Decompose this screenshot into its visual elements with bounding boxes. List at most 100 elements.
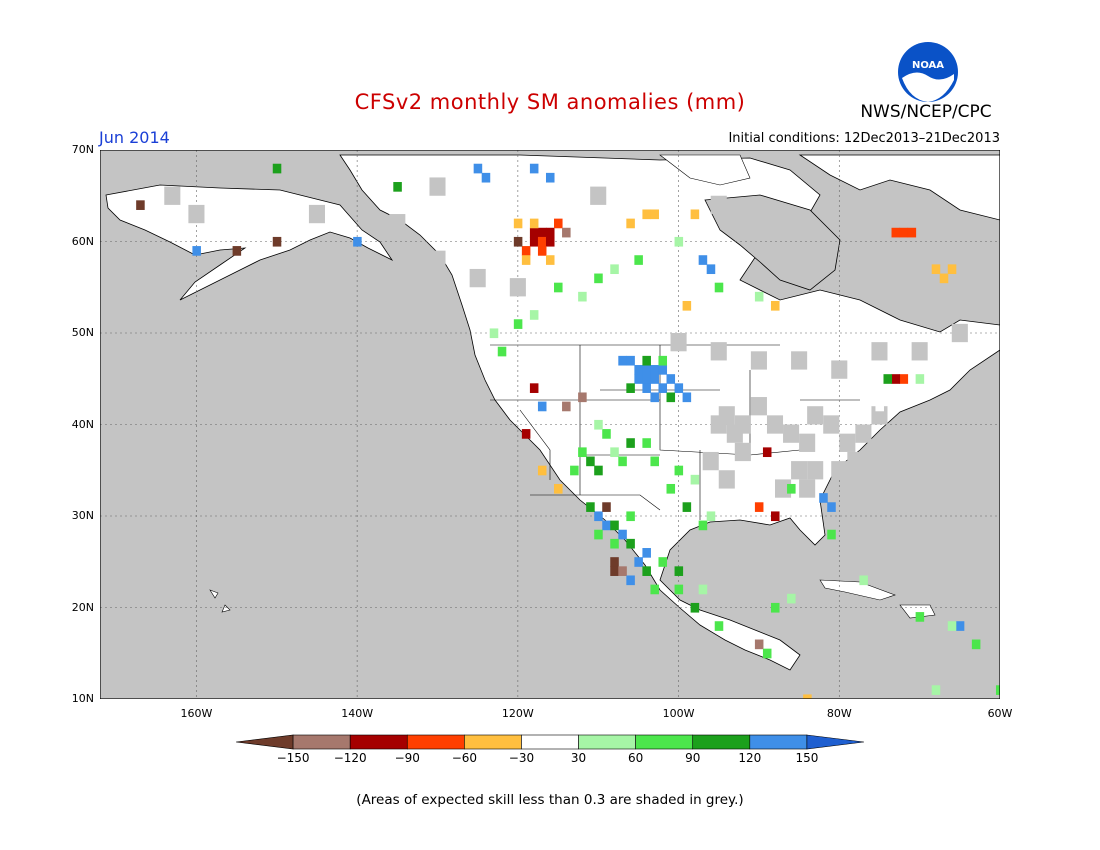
anomaly-cell (594, 273, 603, 284)
low-skill-cell (429, 177, 446, 196)
colorbar-box (464, 734, 522, 750)
anomaly-cell (714, 621, 724, 631)
anomaly-cell (481, 172, 491, 183)
anomaly-cell (650, 209, 659, 220)
anomaly-cell (586, 502, 595, 512)
anomaly-cell (915, 374, 925, 384)
anomaly-cell (682, 300, 692, 311)
anomaly-cell (537, 401, 547, 412)
anomaly-cell (578, 447, 587, 458)
anomaly-cell (650, 456, 659, 467)
low-skill-cell (670, 333, 687, 352)
anomaly-cell (353, 236, 362, 247)
anomaly-cell (698, 255, 708, 265)
colorbar-label: 90 (685, 751, 701, 765)
lon-tick-label: 160W (180, 707, 213, 720)
anomaly-cell (642, 438, 651, 448)
low-skill-cell (509, 278, 526, 297)
anomaly-cell (626, 575, 635, 586)
lat-tick-label: 40N (71, 417, 94, 431)
anomaly-map (100, 150, 1000, 699)
anomaly-cell (602, 520, 611, 531)
anomaly-cell (618, 529, 627, 540)
colorbar-min-arrow (236, 734, 294, 750)
anomaly-cell (545, 227, 555, 238)
anomaly-cell (626, 218, 635, 229)
anomaly-cell (891, 227, 901, 238)
anomaly-cell (521, 246, 531, 256)
colorbar-box (406, 734, 465, 750)
anomaly-cell (770, 300, 780, 311)
low-skill-cell (702, 451, 719, 471)
anomaly-cell (714, 282, 724, 293)
colorbar (236, 734, 864, 750)
anomaly-cell (232, 246, 242, 256)
anomaly-cell (875, 401, 884, 412)
anomaly-cell (947, 621, 957, 631)
low-skill-cell (550, 525, 567, 544)
anomaly-cell (626, 538, 635, 549)
anomaly-cell (618, 355, 627, 366)
colorbar-box (292, 734, 351, 750)
anomaly-cell (690, 474, 700, 485)
low-skill-cell (855, 424, 872, 443)
skill-footnote: (Areas of expected skill less than 0.3 a… (356, 792, 744, 808)
anomaly-cell (610, 557, 619, 567)
initial-conditions-label: Initial conditions: 12Dec2013–21Dec2013 (728, 131, 1000, 146)
low-skill-cell (791, 461, 808, 480)
low-skill-cell (911, 342, 928, 361)
anomaly-cell (497, 346, 507, 357)
anomaly-cell (521, 429, 531, 439)
anomaly-cell (650, 374, 659, 384)
colorbar-label: −120 (333, 751, 367, 765)
low-skill-cell (783, 424, 800, 443)
anomaly-cell (537, 227, 547, 238)
anomaly-cell (754, 291, 764, 302)
anomaly-cell (698, 584, 708, 595)
low-skill-cell (847, 278, 864, 297)
low-skill-cell (791, 250, 808, 269)
anomaly-cell (521, 255, 531, 265)
anomaly-cell (642, 355, 651, 366)
arctic-islands (659, 154, 751, 186)
anomaly-cell (594, 529, 603, 540)
colorbar-max-arrow (806, 734, 864, 750)
anomaly-cell (513, 319, 523, 329)
anomaly-cell (136, 200, 145, 210)
svg-text:NOAA: NOAA (912, 60, 944, 71)
anomaly-cell (787, 593, 796, 604)
anomaly-cell (762, 648, 772, 659)
anomaly-cell (272, 163, 282, 174)
anomaly-cell (610, 520, 619, 531)
anomaly-cell (883, 374, 893, 384)
hispaniola (899, 604, 936, 619)
anomaly-cell (650, 365, 659, 375)
anomaly-cell (513, 236, 523, 247)
anomaly-cell (658, 365, 668, 375)
colorbar-box (635, 734, 694, 750)
anomaly-cell (690, 602, 700, 613)
anomaly-cell (658, 355, 668, 366)
anomaly-cell (545, 172, 555, 183)
anomaly-cell (666, 374, 676, 384)
hawaii (209, 589, 231, 613)
low-skill-cell (590, 186, 607, 205)
anomaly-cell (529, 236, 539, 247)
lat-tick-label: 60N (71, 234, 94, 248)
anomaly-cell (674, 236, 684, 247)
anomaly-cell (666, 483, 676, 494)
lat-tick-label: 30N (71, 509, 94, 522)
anomaly-cell (626, 355, 635, 366)
low-skill-cell (831, 461, 848, 480)
anomaly-cell (634, 374, 643, 384)
anomaly-cell (537, 236, 547, 247)
low-skill-cell (710, 342, 727, 361)
colorbar-label: −30 (508, 751, 535, 765)
low-skill-cell (389, 214, 406, 233)
low-skill-cell (847, 451, 864, 471)
anomaly-cell (529, 310, 539, 320)
anomaly-cell (529, 218, 539, 229)
anomaly-cell (610, 447, 619, 458)
lat-tick-label: 50N (71, 326, 94, 339)
baffin-island (798, 154, 1000, 221)
